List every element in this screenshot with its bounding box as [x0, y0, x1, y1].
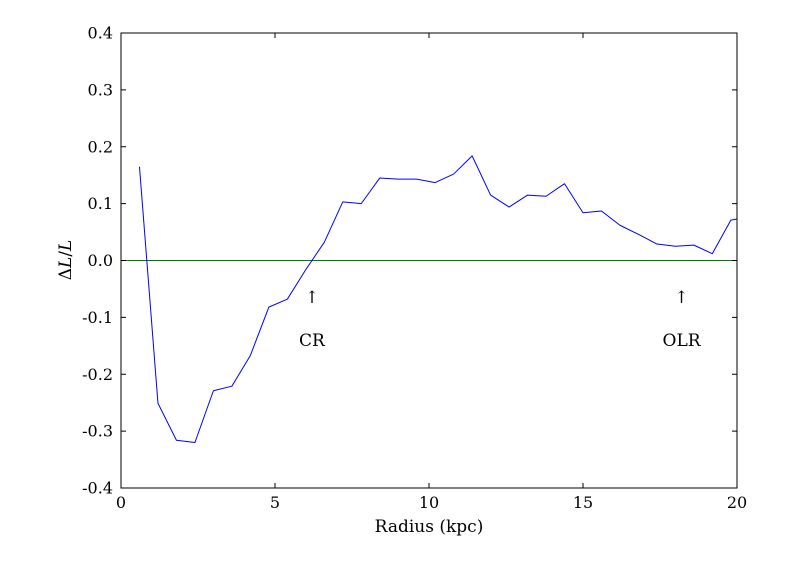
y-tick-label: -0.4: [82, 479, 113, 498]
y-tick-label: -0.2: [82, 365, 113, 384]
data-point: [416, 179, 417, 180]
y-tick-label: 0.1: [88, 194, 113, 213]
y-tick-label: 0.0: [88, 251, 113, 270]
x-tick-label: 10: [419, 493, 439, 512]
series-line-0: [138, 155, 738, 443]
data-point: [213, 390, 214, 391]
data-point: [619, 225, 620, 226]
y-tick-label: -0.1: [82, 308, 113, 327]
data-point: [268, 307, 269, 308]
data-point: [582, 212, 583, 213]
data-point: [490, 194, 491, 195]
y-tick-label: 0.4: [88, 24, 113, 43]
y-axis-title-delta: Δ: [56, 268, 76, 280]
x-tick-label: 20: [727, 493, 747, 512]
y-tick-label: 0.3: [88, 80, 113, 99]
series-layer: [138, 155, 738, 443]
data-point: [527, 194, 528, 195]
data-point: [638, 234, 639, 235]
data-point: [398, 179, 399, 180]
data-point: [730, 220, 731, 221]
annotations-layer: ↑ CR ↑ OLR: [299, 288, 702, 351]
data-point: [361, 203, 362, 204]
y-axis-title-var2: L: [56, 240, 76, 252]
data-point: [508, 206, 509, 207]
x-axis-title: Radius (kpc): [375, 517, 484, 537]
x-tick-label: 5: [270, 493, 280, 512]
y-tick-label: 0.2: [88, 137, 113, 156]
data-point: [231, 386, 232, 387]
data-point: [656, 243, 657, 244]
data-point: [675, 246, 676, 247]
data-point: [194, 442, 195, 443]
x-tick-label: 15: [573, 493, 593, 512]
data-point: [601, 210, 602, 211]
data-point: [435, 182, 436, 183]
annotation-arrow: ↑: [674, 288, 688, 308]
annotation-arrow: ↑: [305, 288, 319, 308]
data-point: [564, 183, 565, 184]
data-point: [287, 299, 288, 300]
data-point: [305, 269, 306, 270]
data-point: [545, 196, 546, 197]
y-axis-title: ΔL/L: [56, 240, 76, 281]
y-tick-label: -0.3: [82, 422, 113, 441]
annotation-label: CR: [299, 331, 326, 351]
data-point: [139, 166, 140, 167]
y-axis-title-slash: /: [56, 251, 76, 257]
plot-frame: [120, 32, 738, 489]
data-point: [324, 242, 325, 243]
data-point: [712, 253, 713, 254]
x-tick-label: 0: [116, 493, 126, 512]
data-point: [250, 355, 251, 356]
data-point: [157, 403, 158, 404]
data-point: [342, 201, 343, 202]
annotation-label: OLR: [663, 331, 702, 351]
ticks-layer: 0 5 10 15 20 -0.4 -0.3 -0.2 -0.1 0.0 0.1 0.2 0.3 0.4: [82, 24, 747, 513]
data-point: [176, 440, 177, 441]
data-point: [379, 177, 380, 178]
data-point: [693, 245, 694, 246]
y-axis-title-var: L: [56, 257, 76, 269]
data-point: [453, 173, 454, 174]
data-point: [472, 155, 473, 156]
